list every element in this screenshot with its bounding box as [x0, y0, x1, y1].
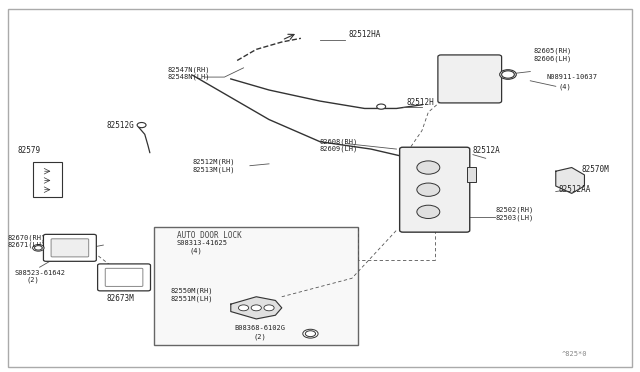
Text: 82579: 82579: [17, 147, 40, 155]
Circle shape: [500, 70, 516, 79]
Text: N08911-10637: N08911-10637: [546, 74, 597, 80]
Circle shape: [303, 329, 318, 338]
Circle shape: [502, 71, 515, 78]
Circle shape: [251, 305, 261, 311]
Polygon shape: [231, 297, 282, 319]
Text: 82670(RH)
82671(LH): 82670(RH) 82671(LH): [8, 234, 46, 248]
Text: B08368-6102G: B08368-6102G: [234, 325, 285, 331]
Text: (2): (2): [253, 333, 266, 340]
Text: ^825*0: ^825*0: [562, 351, 588, 357]
Text: 82512G: 82512G: [106, 121, 134, 129]
Text: 82673M: 82673M: [106, 294, 134, 303]
Circle shape: [137, 122, 146, 128]
Text: 82550M(RH)
82551M(LH): 82550M(RH) 82551M(LH): [170, 288, 212, 302]
Text: 82605(RH)
82606(LH): 82605(RH) 82606(LH): [534, 48, 572, 62]
FancyBboxPatch shape: [105, 268, 143, 286]
Text: 82608(RH)
82609(LH): 82608(RH) 82609(LH): [320, 138, 358, 153]
Circle shape: [264, 305, 274, 311]
Circle shape: [305, 331, 316, 337]
Bar: [467, 167, 476, 182]
Text: 82512AA: 82512AA: [559, 185, 591, 194]
Text: 82512M(RH)
82513M(LH): 82512M(RH) 82513M(LH): [193, 159, 235, 173]
Text: (4): (4): [559, 83, 572, 90]
Text: 82502(RH)
82503(LH): 82502(RH) 82503(LH): [495, 207, 534, 221]
FancyBboxPatch shape: [51, 239, 89, 257]
Text: (4): (4): [189, 247, 202, 254]
FancyBboxPatch shape: [98, 264, 150, 291]
Text: AUTO DOOR LOCK: AUTO DOOR LOCK: [177, 231, 241, 240]
Circle shape: [35, 246, 42, 250]
Circle shape: [417, 183, 440, 196]
Circle shape: [239, 305, 248, 311]
Circle shape: [417, 205, 440, 218]
FancyBboxPatch shape: [44, 234, 97, 261]
Text: 82512H: 82512H: [406, 99, 434, 108]
Polygon shape: [556, 167, 584, 193]
FancyBboxPatch shape: [33, 162, 62, 197]
Text: 82547N(RH)
82548N(LH): 82547N(RH) 82548N(LH): [167, 66, 209, 80]
Text: S08523-61642: S08523-61642: [14, 270, 65, 276]
Text: S08313-41625: S08313-41625: [177, 240, 228, 246]
FancyBboxPatch shape: [399, 147, 470, 232]
Circle shape: [33, 244, 44, 251]
Circle shape: [417, 161, 440, 174]
Text: (2): (2): [27, 277, 40, 283]
FancyBboxPatch shape: [438, 55, 502, 103]
Text: 82512A: 82512A: [473, 147, 500, 155]
Bar: [154, 227, 358, 345]
Circle shape: [377, 104, 386, 109]
Text: 82512HA: 82512HA: [349, 30, 381, 39]
Text: 82570M: 82570M: [581, 165, 609, 174]
